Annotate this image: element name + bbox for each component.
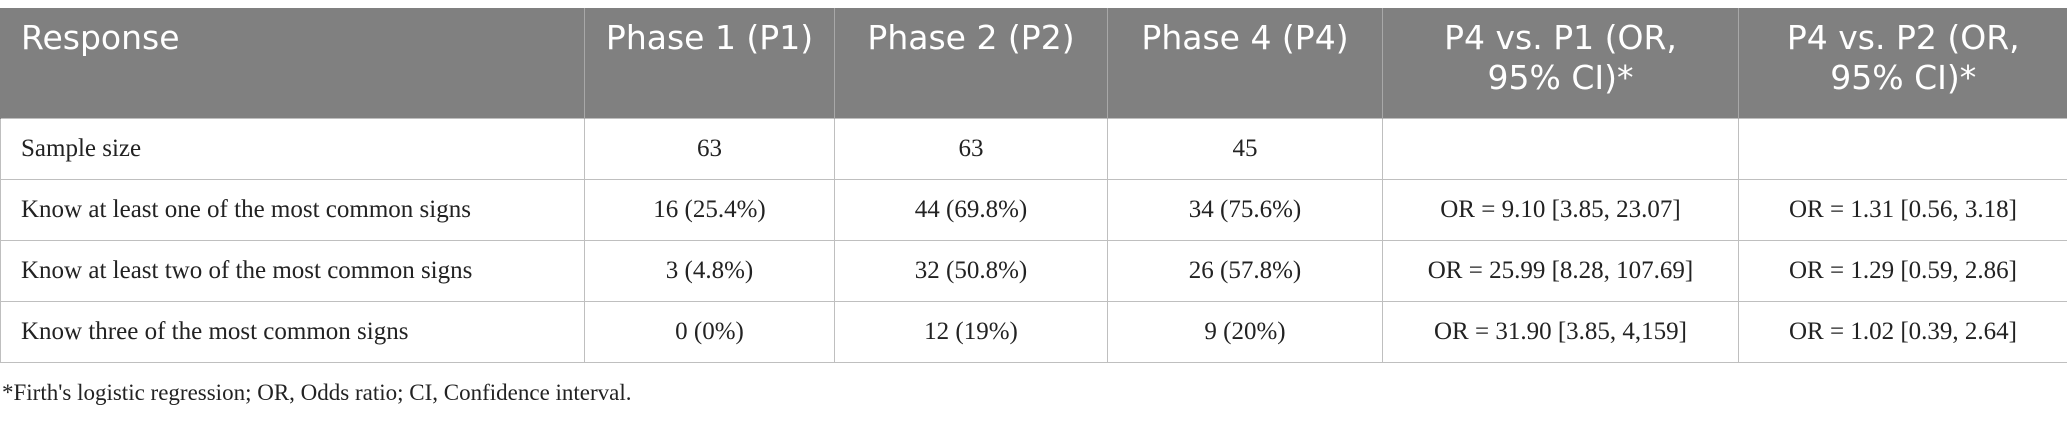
- row-label: Know three of the most common signs: [0, 300, 585, 363]
- cell-phase4: 34 (75.6%): [1107, 178, 1383, 241]
- results-table: Response Phase 1 (P1) Phase 2 (P2) Phase…: [0, 8, 2067, 363]
- cell-p4-vs-p1: OR = 25.99 [8.28, 107.69]: [1382, 239, 1739, 302]
- cell-phase1: 16 (25.4%): [584, 178, 835, 241]
- cell-p4-vs-p2: OR = 1.29 [0.59, 2.86]: [1738, 239, 2067, 302]
- cell-phase2: 12 (19%): [834, 300, 1108, 363]
- header-response: Response: [0, 8, 585, 118]
- cell-p4-vs-p1: [1382, 117, 1739, 180]
- row-label: Know at least one of the most common sig…: [0, 178, 585, 241]
- cell-p4-vs-p1: OR = 31.90 [3.85, 4,159]: [1382, 300, 1739, 363]
- cell-phase1: 3 (4.8%): [584, 239, 835, 302]
- cell-phase1: 0 (0%): [584, 300, 835, 363]
- header-phase4: Phase 4 (P4): [1107, 8, 1383, 118]
- header-phase1: Phase 1 (P1): [584, 8, 835, 118]
- table-row: Sample size 63 63 45: [0, 117, 2067, 180]
- cell-p4-vs-p1: OR = 9.10 [3.85, 23.07]: [1382, 178, 1739, 241]
- table-row: Know three of the most common signs 0 (0…: [0, 300, 2067, 363]
- table-footnote: *Firth's logistic regression; OR, Odds r…: [2, 380, 632, 405]
- header-row: Response Phase 1 (P1) Phase 2 (P2) Phase…: [0, 8, 2067, 118]
- row-label: Sample size: [0, 117, 585, 180]
- cell-phase4: 9 (20%): [1107, 300, 1383, 363]
- results-table-container: Response Phase 1 (P1) Phase 2 (P2) Phase…: [0, 8, 2067, 363]
- cell-phase1: 63: [584, 117, 835, 180]
- cell-phase2: 44 (69.8%): [834, 178, 1108, 241]
- row-label: Know at least two of the most common sig…: [0, 239, 585, 302]
- table-row: Know at least one of the most common sig…: [0, 178, 2067, 241]
- cell-phase2: 63: [834, 117, 1108, 180]
- cell-phase4: 26 (57.8%): [1107, 239, 1383, 302]
- header-p4-vs-p2: P4 vs. P2 (OR, 95% CI)*: [1738, 8, 2067, 118]
- cell-p4-vs-p2: OR = 1.31 [0.56, 3.18]: [1738, 178, 2067, 241]
- header-p4-vs-p1: P4 vs. P1 (OR, 95% CI)*: [1382, 8, 1739, 118]
- header-phase2: Phase 2 (P2): [834, 8, 1108, 118]
- cell-p4-vs-p2: [1738, 117, 2067, 180]
- cell-phase4: 45: [1107, 117, 1383, 180]
- table-row: Know at least two of the most common sig…: [0, 239, 2067, 302]
- cell-p4-vs-p2: OR = 1.02 [0.39, 2.64]: [1738, 300, 2067, 363]
- cell-phase2: 32 (50.8%): [834, 239, 1108, 302]
